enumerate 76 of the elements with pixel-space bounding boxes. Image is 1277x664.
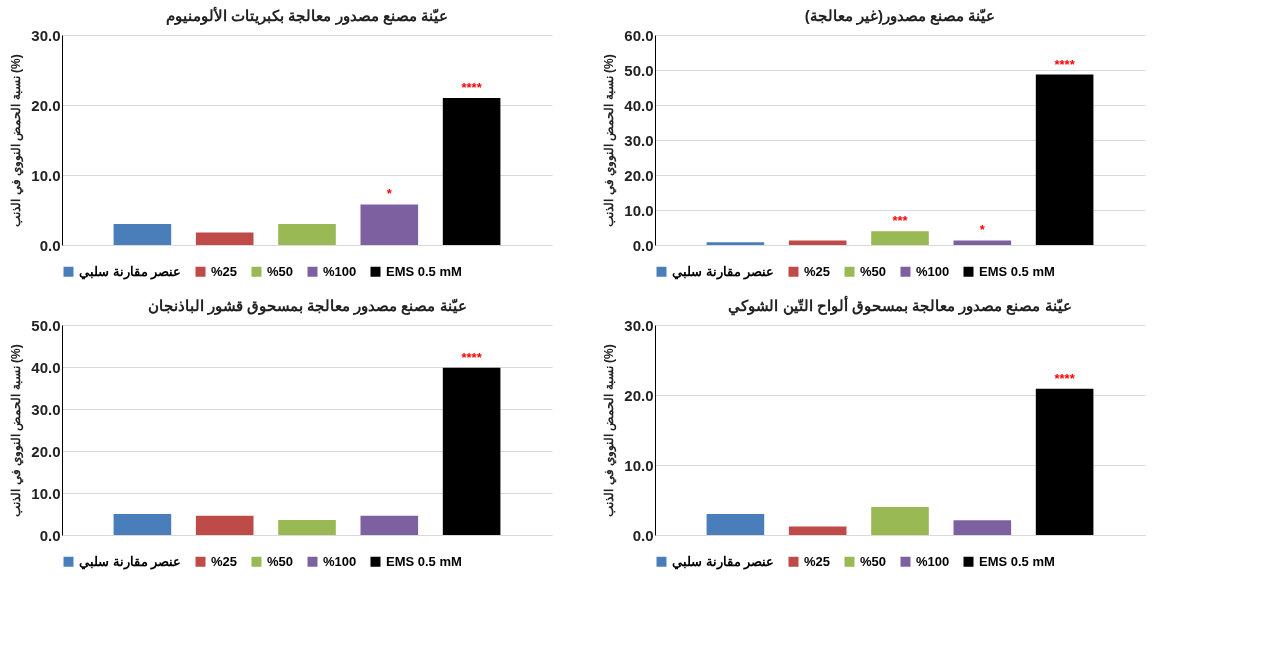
y-tick-label: 10.0 bbox=[624, 456, 654, 474]
bar bbox=[706, 242, 765, 245]
legend-label: %100 bbox=[323, 263, 357, 279]
y-tick-label: 60.0 bbox=[624, 26, 654, 44]
legend-label: عنصر مقارنة سلبي bbox=[79, 263, 182, 280]
bar bbox=[442, 98, 501, 245]
bar bbox=[113, 514, 172, 535]
bar bbox=[360, 204, 419, 245]
y-tick-label: 30.0 bbox=[31, 26, 61, 44]
bar bbox=[706, 514, 765, 535]
y-tick-label: 10.0 bbox=[31, 166, 61, 184]
data-label: **** bbox=[1054, 56, 1076, 72]
legend-label: عنصر مقارنة سلبي bbox=[79, 553, 182, 570]
y-tick-label: 30.0 bbox=[624, 131, 654, 149]
bar bbox=[278, 519, 336, 535]
y-tick-label: 10.0 bbox=[31, 484, 61, 502]
y-tick-label: 20.0 bbox=[624, 166, 654, 184]
data-label: * bbox=[979, 222, 986, 238]
legend-label: عنصر مقارنة سلبي bbox=[672, 263, 775, 280]
y-tick-label: 0.0 bbox=[39, 236, 61, 254]
legend-label: %25 bbox=[804, 553, 831, 569]
bar bbox=[953, 240, 1012, 245]
bar bbox=[953, 520, 1012, 535]
legend-label: %50 bbox=[860, 263, 887, 279]
bar bbox=[360, 515, 419, 535]
bar bbox=[788, 526, 847, 535]
bar bbox=[1035, 388, 1094, 535]
legend-label: %50 bbox=[267, 263, 294, 279]
y-tick-label: 20.0 bbox=[624, 386, 654, 404]
chart-title: عيّنة مصنع مصدور معالجة بمسحوق قشور الباذنجان bbox=[147, 297, 467, 315]
bar bbox=[195, 232, 254, 245]
bar bbox=[113, 224, 172, 245]
legend-label: %100 bbox=[323, 553, 357, 569]
y-tick-label: 10.0 bbox=[624, 201, 654, 219]
legend-label: %100 bbox=[916, 263, 950, 279]
bar bbox=[788, 240, 847, 245]
data-label: **** bbox=[461, 80, 483, 95]
y-axis-title: نسبة الحمض النووي في الذنب (%) bbox=[9, 54, 25, 227]
y-tick-label: 0.0 bbox=[39, 526, 61, 544]
y-tick-label: 0.0 bbox=[632, 526, 654, 544]
y-axis-title: نسبة الحمض النووي في الذنب (%) bbox=[602, 344, 618, 517]
legend-label: %100 bbox=[916, 553, 950, 569]
bar bbox=[1035, 74, 1094, 245]
legend-label: EMS 0.5 mM bbox=[386, 553, 462, 569]
y-axis-title: نسبة الحمض النووي في الذنب (%) bbox=[9, 344, 25, 517]
y-tick-label: 40.0 bbox=[624, 96, 654, 114]
y-tick-label: 20.0 bbox=[31, 442, 61, 460]
y-tick-label: 0.0 bbox=[632, 236, 654, 254]
bar bbox=[195, 515, 254, 535]
y-tick-label: 50.0 bbox=[624, 61, 654, 79]
chart-title: عيّنة مصنع مصدور معالجة بمسحوق ألواح التّين الشوكي bbox=[728, 295, 1072, 316]
data-label: **** bbox=[461, 349, 483, 365]
chart-title: عيّنة مصنع مصدور معالجة بكبريتات الألومنيوم bbox=[166, 6, 448, 25]
y-tick-label: 50.0 bbox=[31, 316, 61, 334]
legend-label: %25 bbox=[211, 553, 238, 569]
bar bbox=[278, 224, 336, 245]
bar bbox=[442, 367, 501, 535]
legend-label: %50 bbox=[267, 553, 294, 569]
legend-label: %25 bbox=[211, 263, 238, 279]
data-label: **** bbox=[1054, 370, 1076, 386]
legend-label: EMS 0.5 mM bbox=[386, 263, 462, 279]
legend-label: %25 bbox=[804, 263, 831, 279]
y-tick-label: 40.0 bbox=[31, 358, 61, 376]
data-label: *** bbox=[892, 213, 909, 229]
y-axis-title: نسبة الحمض النووي في الذنب (%) bbox=[602, 54, 618, 227]
legend-label: EMS 0.5 mM bbox=[979, 553, 1055, 569]
bar bbox=[871, 231, 929, 245]
legend-label: EMS 0.5 mM bbox=[979, 263, 1055, 279]
legend-label: عنصر مقارنة سلبي bbox=[672, 553, 775, 570]
chart-title: عيّنة مصنع مصدور(غير معالجة) bbox=[804, 7, 996, 25]
y-tick-label: 30.0 bbox=[31, 400, 61, 418]
y-tick-label: 30.0 bbox=[624, 316, 654, 334]
legend-label: %50 bbox=[860, 553, 887, 569]
data-label: * bbox=[386, 186, 393, 202]
bar bbox=[871, 507, 929, 535]
y-tick-label: 20.0 bbox=[31, 96, 61, 114]
